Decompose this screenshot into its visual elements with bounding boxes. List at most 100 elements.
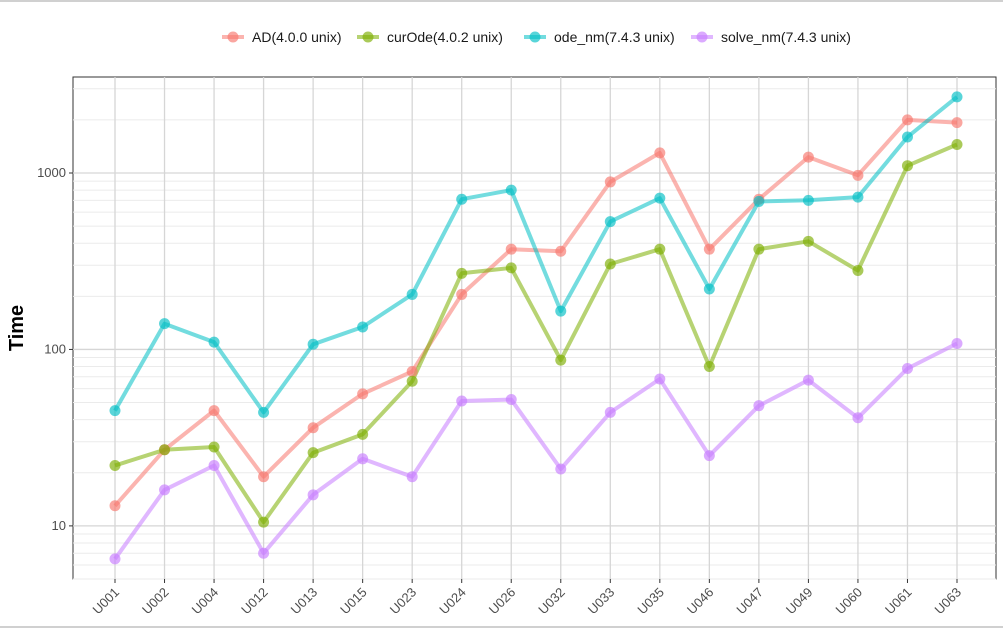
data-point [703,243,715,255]
x-tick-label: U035 [634,585,667,618]
data-point [258,516,270,528]
y-tick-label: 1000 [37,165,66,180]
legend-marker [362,31,374,43]
data-point [703,361,715,373]
data-point [307,422,319,434]
data-point [406,365,418,377]
data-point [901,131,913,143]
legend-label: curOde(4.0.2 unix) [387,29,503,45]
x-tick-label: U015 [337,585,370,618]
data-point [258,406,270,418]
data-point [951,117,963,129]
data-point [406,375,418,387]
series-group [109,91,963,565]
x-tick-label: U012 [238,585,271,618]
data-point [604,406,616,418]
grid [73,77,996,580]
legend-marker [529,31,541,43]
plot-panel [72,76,997,580]
data-point [505,262,517,274]
x-tick-label: U023 [387,585,420,618]
data-point [109,459,121,471]
x-tick-label: U002 [139,585,172,618]
x-tick-label: U033 [585,585,618,618]
data-point [802,194,814,206]
data-point [406,471,418,483]
data-point [159,444,171,456]
data-point [258,547,270,559]
legend-marker [696,31,708,43]
data-point [505,184,517,196]
data-point [456,395,468,407]
x-tick-label: U061 [882,585,915,618]
x-tick-label: U049 [783,585,816,618]
data-point [208,336,220,348]
legend-marker [227,31,239,43]
data-point [604,258,616,270]
data-point [555,245,567,257]
x-tick-label: U060 [832,585,865,618]
data-point [505,243,517,255]
data-point [654,243,666,255]
data-point [802,151,814,163]
data-point [159,484,171,496]
y-tick-label: 10 [52,518,66,533]
data-point [852,265,864,277]
data-point [505,394,517,406]
series-line [113,341,958,561]
data-point [604,176,616,188]
x-tick-label: U063 [932,585,965,618]
data-point [208,459,220,471]
y-axis-label: Time [6,305,28,351]
data-point [456,288,468,300]
data-point [901,160,913,172]
data-point [654,192,666,204]
data-point [109,405,121,417]
y-tick-label: 100 [44,341,66,356]
data-point [852,412,864,424]
data-point [406,288,418,300]
data-point [357,453,369,465]
data-point [307,489,319,501]
data-point [555,305,567,317]
legend-label: ode_nm(7.4.3 unix) [554,29,675,45]
x-tick-label: U026 [486,585,519,618]
data-point [555,463,567,475]
data-point [109,500,121,512]
data-point [802,235,814,247]
data-point [258,471,270,483]
data-point [901,114,913,126]
data-point [703,283,715,295]
x-tick-label: U024 [436,585,469,618]
x-tick-label: U032 [535,585,568,618]
data-point [159,318,171,330]
x-tick-label: U004 [189,585,222,618]
data-point [456,193,468,205]
x-axis: U001 U002 U004 U012 U013 U015 U023 U024 U026 U032… [90,579,965,618]
data-point [208,405,220,417]
data-point [604,216,616,228]
data-point [357,388,369,400]
y-axis: 10 100 1000 [37,165,73,533]
x-tick-label: U046 [684,585,717,618]
legend-label: AD(4.0.0 unix) [252,29,341,45]
data-point [109,553,121,565]
data-point [654,373,666,385]
x-tick-label: U047 [733,585,766,618]
series-line [113,95,959,415]
data-point [555,354,567,366]
data-point [753,195,765,207]
data-point [753,243,765,255]
data-point [951,139,963,151]
data-point [753,400,765,412]
data-point [951,91,963,103]
data-point [208,441,220,453]
data-point [456,267,468,279]
x-tick-label: U013 [288,585,321,618]
legend: AD(4.0.0 unix) curOde(4.0.2 unix) ode_nm(7… [222,29,851,45]
x-tick-label: U001 [90,585,123,618]
series-line [114,142,958,525]
data-point [852,169,864,181]
